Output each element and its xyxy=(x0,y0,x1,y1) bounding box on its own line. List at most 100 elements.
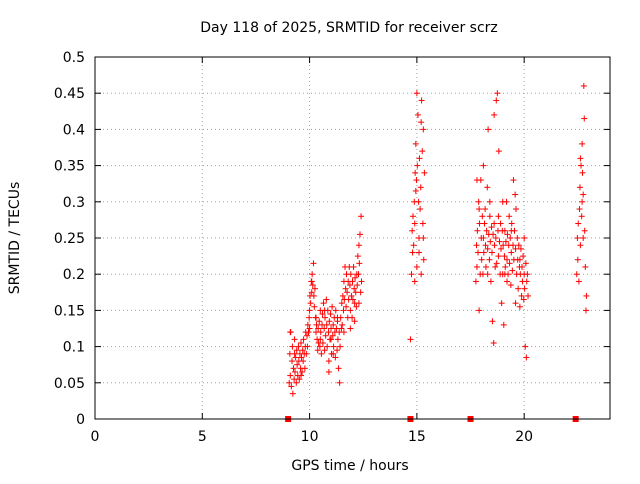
data-point xyxy=(488,249,495,256)
data-point xyxy=(411,278,418,285)
data-point xyxy=(291,350,298,357)
data-point xyxy=(515,242,522,249)
data-point xyxy=(338,325,345,332)
data-point xyxy=(483,227,490,234)
data-point xyxy=(521,285,528,292)
data-point xyxy=(414,162,421,169)
data-point xyxy=(340,307,347,314)
x-tick-label: 5 xyxy=(198,429,207,445)
data-point xyxy=(420,126,427,133)
data-point xyxy=(482,263,489,270)
data-point xyxy=(332,307,339,314)
data-point xyxy=(342,285,349,292)
data-point xyxy=(327,311,334,318)
data-point xyxy=(579,169,586,176)
data-point xyxy=(357,289,364,296)
data-point xyxy=(577,242,584,249)
data-point xyxy=(495,253,502,260)
y-tick-label: 0.1 xyxy=(63,340,85,356)
data-point xyxy=(337,343,344,350)
data-point xyxy=(355,300,362,307)
data-point xyxy=(322,332,329,339)
data-point xyxy=(354,253,361,260)
data-point xyxy=(416,249,423,256)
data-point xyxy=(418,97,425,104)
data-point xyxy=(338,300,345,307)
data-point xyxy=(358,278,365,285)
data-point xyxy=(304,343,311,350)
data-point xyxy=(578,162,585,169)
data-point xyxy=(509,267,516,274)
data-point xyxy=(355,242,362,249)
data-point xyxy=(486,213,493,220)
data-point xyxy=(294,361,301,368)
data-point xyxy=(317,336,324,343)
data-point xyxy=(523,354,530,361)
data-point xyxy=(300,336,307,343)
data-point xyxy=(349,296,356,303)
data-point xyxy=(573,271,580,278)
data-point xyxy=(310,260,317,267)
data-point xyxy=(298,354,305,361)
data-point xyxy=(352,274,359,281)
data-point xyxy=(347,271,354,278)
data-point xyxy=(317,329,324,336)
data-point xyxy=(583,292,590,299)
data-point xyxy=(340,329,347,336)
data-point xyxy=(497,220,504,227)
data-point xyxy=(518,292,525,299)
data-point xyxy=(513,206,520,213)
data-point xyxy=(298,372,304,379)
data-point xyxy=(330,321,337,328)
data-point xyxy=(351,285,358,292)
grid xyxy=(95,57,610,419)
data-point xyxy=(330,343,337,350)
data-point xyxy=(293,347,300,354)
data-point xyxy=(522,343,529,350)
data-point xyxy=(325,368,332,375)
y-tick-label: 0.2 xyxy=(63,267,85,283)
data-point xyxy=(325,329,332,336)
data-point xyxy=(520,253,527,260)
data-point xyxy=(492,263,499,270)
data-point xyxy=(523,278,530,285)
data-point xyxy=(298,339,304,346)
data-point xyxy=(516,303,523,310)
data-point xyxy=(501,253,508,260)
data-point xyxy=(314,347,321,354)
data-point xyxy=(292,354,299,361)
data-point xyxy=(321,325,328,332)
data-point xyxy=(510,242,517,249)
data-point xyxy=(318,350,325,357)
data-point xyxy=(504,278,510,285)
y-axis-label: SRMTID / TECUs xyxy=(7,182,23,295)
data-point xyxy=(577,155,584,162)
data-point xyxy=(486,198,493,205)
data-point xyxy=(291,368,298,375)
data-point xyxy=(580,235,587,241)
x-tick-label: 10 xyxy=(301,429,319,445)
data-point xyxy=(489,318,496,325)
data-point xyxy=(473,242,480,249)
data-point xyxy=(320,300,327,307)
data-point xyxy=(311,285,318,292)
data-point xyxy=(323,321,330,328)
data-points xyxy=(286,82,590,397)
data-point xyxy=(484,184,491,191)
data-point xyxy=(581,115,588,122)
data-point xyxy=(344,289,351,296)
data-point xyxy=(351,318,358,325)
data-point xyxy=(576,206,583,213)
data-point xyxy=(296,376,303,383)
data-point xyxy=(355,271,362,278)
data-point xyxy=(293,379,300,386)
axes: 0 0.05 0.1 0.15 0.2 0.25 0.3 0.35 0.4 0.45 0.5 0 5 10… xyxy=(54,50,610,445)
data-point xyxy=(304,321,311,328)
data-point xyxy=(514,235,521,241)
data-point xyxy=(329,332,336,339)
data-point xyxy=(321,307,328,314)
data-point xyxy=(420,235,427,241)
x-tick-label: 20 xyxy=(515,429,533,445)
data-point xyxy=(482,206,489,213)
y-tick-label: 0 xyxy=(76,412,85,428)
